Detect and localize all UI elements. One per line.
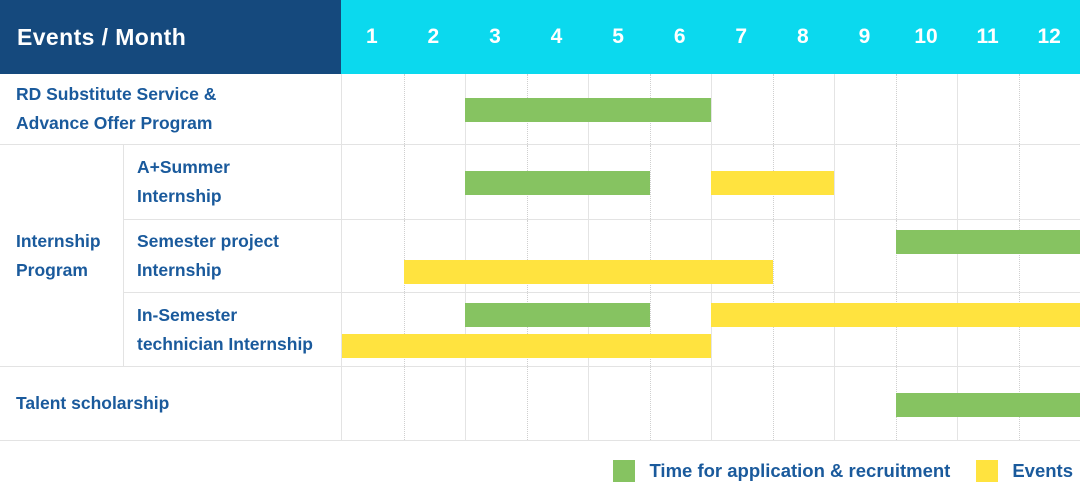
application-bar [465,303,650,327]
row-chart [341,220,1080,292]
month-gridline [834,367,835,440]
month-header-2: 2 [427,25,440,48]
month-gridline [403,293,405,366]
application-color-swatch [613,460,636,482]
table-row: In-Semester technician Internship [124,293,1080,366]
application-bar [465,171,650,195]
month-gridline [649,145,651,219]
month-gridline [711,74,712,144]
month-gridline [711,367,712,440]
month-gridline [895,220,897,292]
month-gridline [588,367,589,440]
month-header-5: 5 [612,25,624,48]
month-gridline [649,220,651,292]
events-color-swatch [976,460,999,482]
month-gridline [834,145,835,219]
event-bar [711,303,1080,327]
legend: Time for application & recruitment Event… [613,460,1073,482]
month-gridline [403,74,405,144]
month-gridline [1018,74,1020,144]
month-gridline [834,74,835,144]
event-bar [403,260,773,284]
page-title: Events / Month [17,23,187,50]
month-gridline [772,367,774,440]
application-bar [465,98,711,122]
row-chart [341,145,1080,219]
month-gridline [649,367,651,440]
row-label-rd-substitute: RD Substitute Service & Advance Offer Pr… [16,84,217,133]
month-gridline [465,367,466,440]
table-row: RD Substitute Service & Advance Offer Pr… [0,74,1080,145]
row-label-talent-scholarship: Talent scholarship [16,393,170,413]
month-gridline [465,220,466,292]
month-gridline [588,220,589,292]
month-header-4: 4 [550,25,563,48]
month-gridline [1018,220,1020,292]
month-header-6: 6 [673,25,686,48]
month-gridline [957,293,958,366]
month-gridline [957,220,958,292]
row-chart [341,367,1080,440]
event-bar [711,171,834,195]
row-chart [341,74,1080,144]
row-label-semester-project: Semester project Internship [137,231,280,280]
table-row: Semester project Internship [124,220,1080,293]
legend-label-events: Events [1012,460,1073,481]
gantt-chart: Events / Month 1 2 3 4 5 6 7 8 9 10 11 1… [0,0,1080,441]
group-rows: A+Summer Internship Semester project Int… [124,145,1080,366]
month-header-strip: 1 2 3 4 5 6 7 8 9 10 11 12 [341,0,1080,74]
month-gridline [711,220,712,292]
row-label-in-semester-technician: In-Semester technician Internship [137,304,313,354]
month-gridline [772,293,774,366]
month-header-11: 11 [976,25,999,48]
month-gridline [526,367,528,440]
application-bar [895,230,1080,254]
internship-program-group: Internship Program A+Summer Internship S… [0,145,1080,367]
group-label-internship-program: Internship Program [0,145,124,366]
month-gridline [1018,145,1020,219]
month-header-7: 7 [735,25,748,48]
month-gridline [465,293,466,366]
header-title-cell: Events / Month [0,0,341,74]
legend-label-application: Time for application & recruitment [649,460,951,481]
month-gridline [957,145,958,219]
month-gridline [403,367,405,440]
month-header-8: 8 [796,25,809,48]
month-gridline [526,220,528,292]
month-gridline [895,293,897,366]
month-gridline [834,293,835,366]
row-label-a-plus-summer: A+Summer Internship [137,157,230,206]
month-gridline [526,293,528,366]
month-gridline [649,293,651,366]
row-chart [341,293,1080,366]
month-header-9: 9 [858,25,871,48]
event-bar [342,334,711,358]
table-row: A+Summer Internship [124,145,1080,220]
month-header-1: 1 [365,25,378,48]
application-bar [895,392,1080,417]
month-gridline [1018,293,1020,366]
month-header-10: 10 [914,25,938,48]
legend-item-application: Time for application & recruitment [613,460,950,482]
month-gridline [895,145,897,219]
month-gridline [772,74,774,144]
month-gridline [403,220,405,292]
month-header-12: 12 [1037,25,1061,48]
header-row: Events / Month 1 2 3 4 5 6 7 8 9 10 11 1… [0,0,1080,74]
month-gridline [403,145,405,219]
month-gridline [772,220,774,292]
month-gridline [588,293,589,366]
month-gridline [711,293,712,366]
month-gridline [834,220,835,292]
month-header-3: 3 [489,25,501,48]
legend-item-events: Events [976,460,1073,482]
month-gridline [895,74,897,144]
month-gridline [957,74,958,144]
table-row: Talent scholarship [0,367,1080,441]
